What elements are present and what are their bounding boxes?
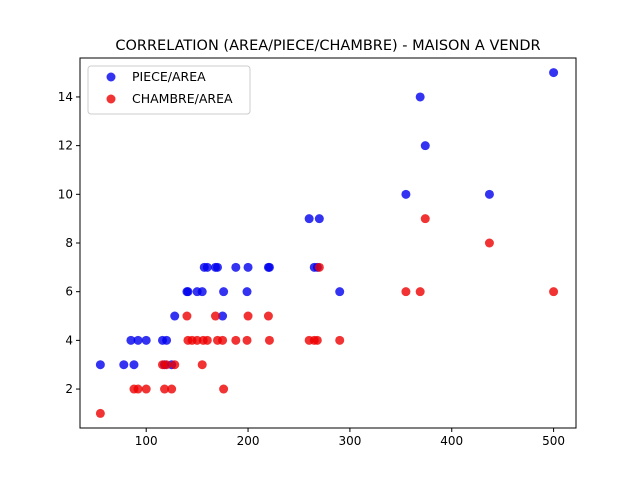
data-point [95, 360, 105, 370]
data-point [141, 384, 151, 394]
data-point [415, 92, 425, 102]
data-point [549, 287, 559, 297]
y-tick-label: 10 [58, 187, 73, 201]
legend-marker-piece-area [106, 72, 116, 82]
legend: PIECE/AREA CHAMBRE/AREA [87, 65, 251, 115]
data-point [160, 384, 170, 394]
data-point [243, 262, 253, 272]
data-point [170, 360, 180, 370]
legend-marker-chambre-area [106, 94, 116, 104]
data-point [263, 311, 273, 321]
axes-frame [79, 57, 577, 429]
data-point [126, 335, 136, 345]
data-point [401, 287, 411, 297]
data-point [304, 214, 314, 224]
x-tick-label: 400 [440, 434, 463, 448]
legend-label-piece-area: PIECE/AREA [132, 69, 206, 84]
data-point [197, 287, 207, 297]
data-point [162, 360, 172, 370]
legend-label-chambre-area: CHAMBRE/AREA [132, 91, 233, 106]
data-point [162, 335, 172, 345]
series-chambre-area [95, 214, 559, 418]
data-point [231, 262, 241, 272]
data-point [218, 335, 228, 345]
data-point [242, 335, 252, 345]
data-point [242, 287, 252, 297]
y-tick-label: 2 [65, 382, 73, 396]
data-point [314, 262, 324, 272]
legend-box [87, 65, 251, 115]
data-point [202, 335, 212, 345]
data-point [95, 408, 105, 418]
x-tick-label: 300 [338, 434, 361, 448]
data-point [183, 287, 193, 297]
data-point [335, 335, 345, 345]
x-tick-label: 100 [135, 434, 158, 448]
data-point [197, 360, 207, 370]
data-point [119, 360, 129, 370]
data-point [420, 214, 430, 224]
data-point [335, 287, 345, 297]
data-point [264, 262, 274, 272]
data-point [314, 214, 324, 224]
data-point [212, 262, 222, 272]
data-point [415, 287, 425, 297]
data-point [312, 335, 322, 345]
data-point [549, 68, 559, 78]
data-point [167, 384, 177, 394]
data-point [218, 311, 228, 321]
y-tick-label: 6 [65, 285, 73, 299]
data-point [484, 189, 494, 199]
data-point [182, 311, 192, 321]
data-point [243, 311, 253, 321]
chart-title: CORRELATION (AREA/PIECE/CHAMBRE) - MAISO… [115, 38, 540, 54]
data-point [202, 262, 212, 272]
data-point [231, 335, 241, 345]
data-point [484, 238, 494, 248]
y-tick-label: 8 [65, 236, 73, 250]
data-point [401, 189, 411, 199]
data-point [141, 335, 151, 345]
y-tick-label: 4 [65, 333, 73, 347]
data-point [129, 360, 139, 370]
y-tick-label: 14 [58, 90, 73, 104]
data-point [264, 335, 274, 345]
data-point [133, 384, 143, 394]
x-tick-label: 200 [237, 434, 260, 448]
x-tick-label: 500 [542, 434, 565, 448]
data-point [420, 141, 430, 151]
data-point [170, 311, 180, 321]
data-point [219, 287, 229, 297]
y-tick-label: 12 [58, 139, 73, 153]
data-point [133, 335, 143, 345]
data-point [219, 384, 229, 394]
data-point [210, 311, 220, 321]
